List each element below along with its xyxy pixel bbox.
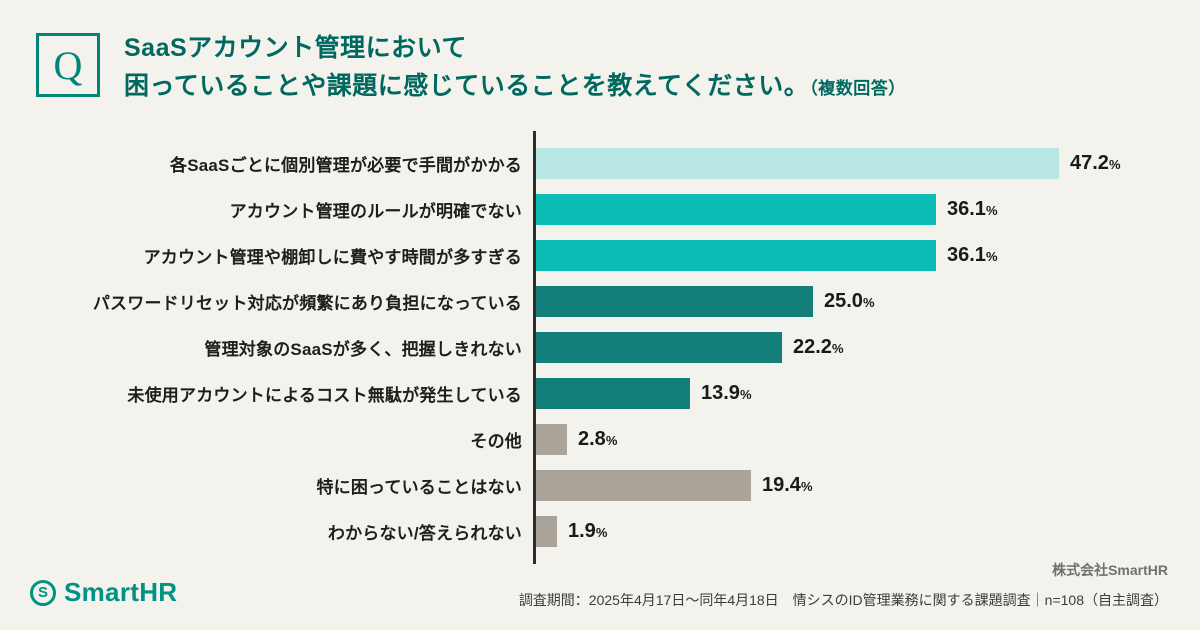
category-label: 管理対象のSaaSが多く、把握しきれない: [204, 339, 522, 359]
category-label: アカウント管理や棚卸しに費やす時間が多すぎる: [143, 247, 522, 267]
question-header: Q SaaSアカウント管理において 困っていることや課題に感じていることを教えて…: [36, 30, 906, 105]
value-label: 2.8%: [578, 427, 618, 450]
question-mark-box: Q: [36, 33, 100, 97]
bar-area: 1.9%: [536, 508, 607, 554]
value-label: 1.9%: [568, 519, 608, 542]
smarthr-logo-letter: S: [37, 584, 48, 601]
bar-area: 19.4%: [536, 462, 813, 508]
survey-note: 調査期間：2025年4月17日〜同年4月18日 情シスのID管理業務に関する課題…: [518, 592, 1168, 608]
value-unit: %: [985, 202, 998, 218]
bar: [536, 193, 936, 225]
title-line-1: SaaSアカウント管理において: [124, 34, 467, 62]
smarthr-logo-text: SmartHR: [64, 577, 178, 607]
bar: [536, 239, 936, 271]
bar-area: 13.9%: [536, 370, 752, 416]
bar-area: 2.8%: [536, 416, 617, 462]
value-unit: %: [800, 478, 813, 494]
value-label: 19.4%: [762, 473, 813, 496]
title-line-2-text: 困っていることや課題に感じていることを教えてください。: [124, 71, 810, 100]
bar: [536, 285, 813, 317]
bar-chart: 各SaaSごとに個別管理が必要で手間がかかる 47.2% アカウント管理のルールが明…: [0, 131, 1200, 564]
category-label: パスワードリセット対応が頻繁にあり負担になっている: [92, 293, 522, 313]
chart-row: パスワードリセット対応が頻繁にあり負担になっている 25.0%: [0, 278, 1200, 324]
category-label: アカウント管理のルールが明確でない: [229, 201, 522, 221]
chart-row: アカウント管理や棚卸しに費やす時間が多すぎる 36.1%: [0, 232, 1200, 278]
chart-row: その他 2.8%: [0, 416, 1200, 462]
bar-area: 47.2%: [536, 140, 1121, 186]
value-unit: %: [862, 294, 875, 310]
title-line-2: 困っていることや課題に感じていることを教えてください。（複数回答）: [124, 68, 906, 106]
value-unit: %: [1108, 156, 1121, 172]
category-label: その他: [470, 431, 522, 451]
bar-area: 36.1%: [536, 232, 998, 278]
bar: [536, 469, 751, 501]
chart-axis-line: [533, 131, 536, 564]
bar-area: 22.2%: [536, 324, 844, 370]
title-note: （複数回答）: [809, 78, 906, 98]
value-unit: %: [595, 524, 608, 540]
value-label: 22.2%: [793, 335, 844, 358]
bar: [536, 515, 557, 547]
chart-row: 未使用アカウントによるコスト無駄が発生している 13.9%: [0, 370, 1200, 416]
value-label: 13.9%: [701, 381, 752, 404]
value-label: 36.1%: [947, 243, 998, 266]
smarthr-logo-icon: S: [30, 579, 56, 606]
bar: [536, 331, 782, 363]
chart-row: 管理対象のSaaSが多く、把握しきれない 22.2%: [0, 324, 1200, 370]
chart-row: 特に困っていることはない 19.4%: [0, 462, 1200, 508]
category-label: 各SaaSごとに個別管理が必要で手間がかかる: [170, 155, 522, 175]
category-label: 未使用アカウントによるコスト無駄が発生している: [127, 385, 522, 405]
q-letter: Q: [53, 42, 83, 88]
chart-row: 各SaaSごとに個別管理が必要で手間がかかる 47.2%: [0, 140, 1200, 186]
value-label: 36.1%: [947, 197, 998, 220]
company-name: 株式会社SmartHR: [1052, 562, 1168, 578]
question-title: SaaSアカウント管理において 困っていることや課題に感じていることを教えてくだ…: [124, 30, 906, 105]
value-unit: %: [605, 432, 618, 448]
bar-area: 25.0%: [536, 278, 875, 324]
category-label: わからない/答えられない: [327, 523, 522, 543]
smarthr-logo: S SmartHR: [30, 577, 177, 608]
bar: [536, 147, 1059, 179]
category-label: 特に困っていることはない: [316, 477, 522, 497]
value-unit: %: [831, 340, 844, 356]
bar-area: 36.1%: [536, 186, 998, 232]
bar: [536, 423, 567, 455]
chart-row: アカウント管理のルールが明確でない 36.1%: [0, 186, 1200, 232]
chart-row: わからない/答えられない 1.9%: [0, 508, 1200, 554]
value-label: 25.0%: [824, 289, 875, 312]
value-unit: %: [985, 248, 998, 264]
value-label: 47.2%: [1070, 151, 1121, 174]
bar: [536, 377, 690, 409]
value-unit: %: [739, 386, 752, 402]
chart-rows: 各SaaSごとに個別管理が必要で手間がかかる 47.2% アカウント管理のルールが明…: [0, 140, 1200, 554]
